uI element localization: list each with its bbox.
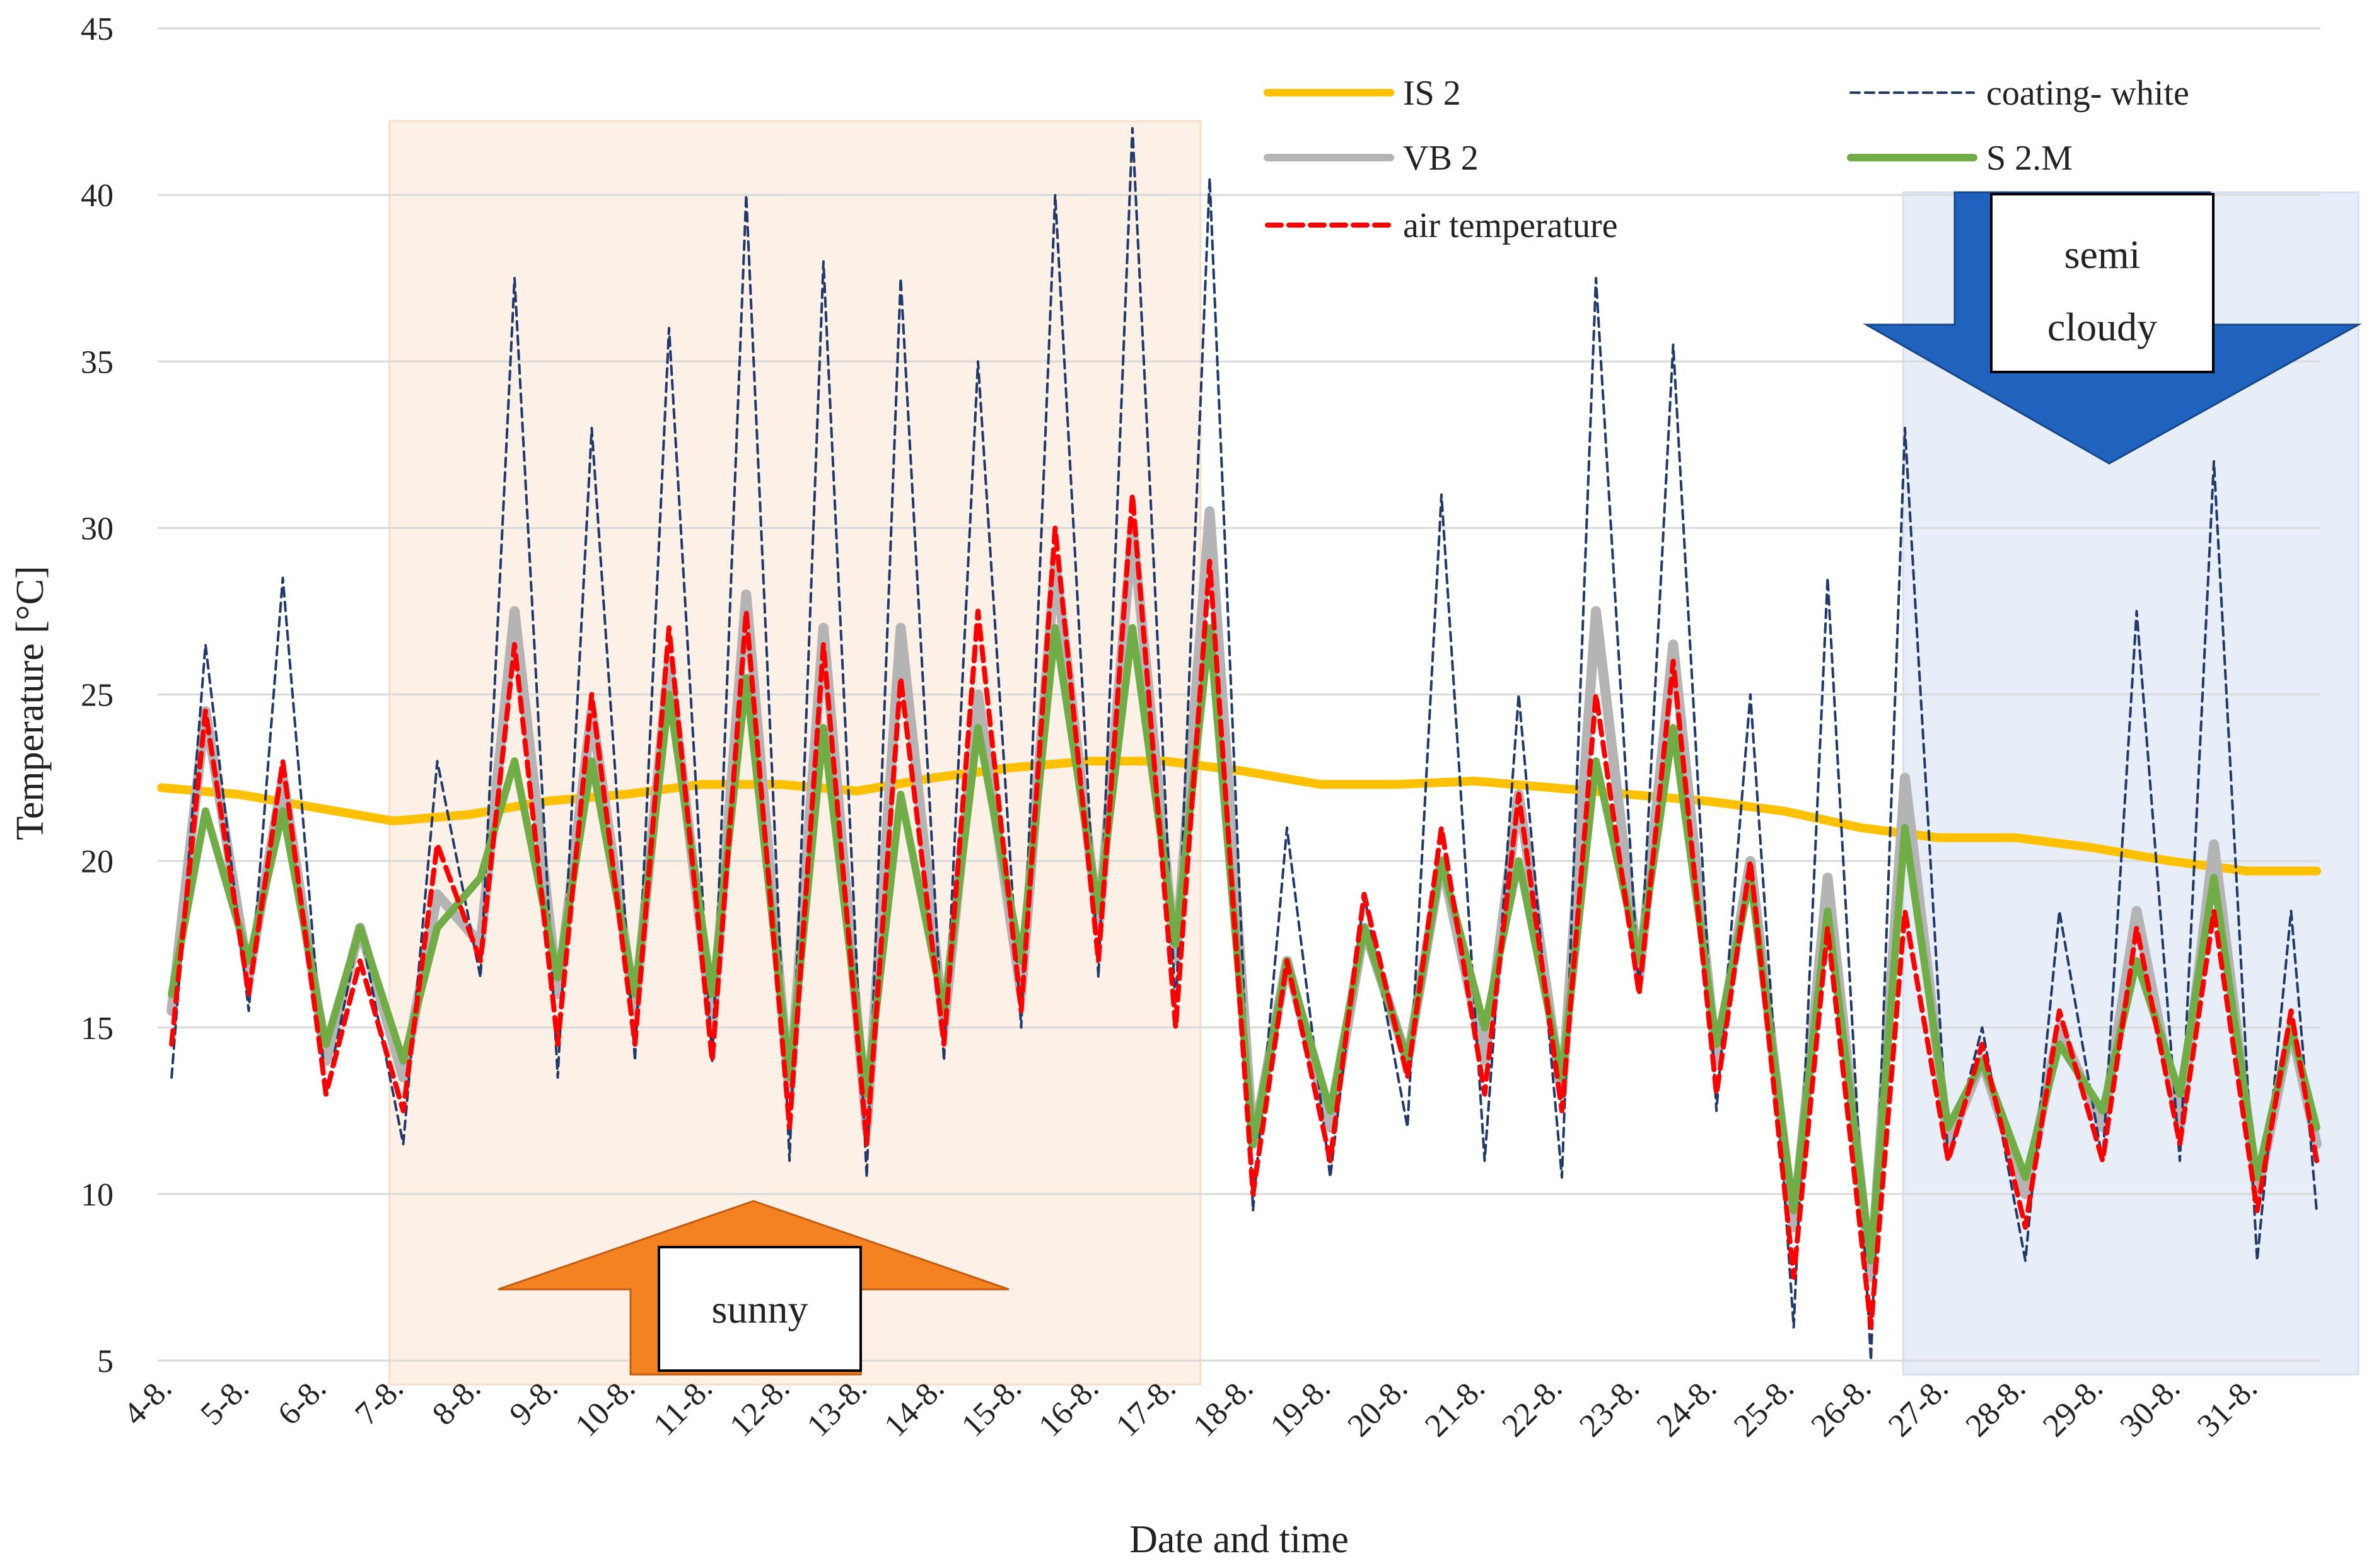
y-tick-label: 40 xyxy=(81,178,114,214)
x-tick-label: 20-8. xyxy=(1341,1370,1415,1444)
x-tick-label: 30-8. xyxy=(2114,1370,2187,1444)
sunny-label: sunny xyxy=(712,1287,808,1332)
series-lines xyxy=(157,127,2322,1362)
legend-label-is-2: IS 2 xyxy=(1403,74,1461,113)
x-tick-label: 4-8. xyxy=(117,1370,179,1432)
y-tick-label: 20 xyxy=(81,844,114,880)
legend-label-coating-white: coating- white xyxy=(1986,74,2189,113)
x-tick-label: 28-8. xyxy=(1959,1370,2033,1444)
y-axis-title: Temperature [°C] xyxy=(9,566,52,840)
y-tick-label: 35 xyxy=(81,344,114,380)
series-air-temperature xyxy=(169,492,2319,1330)
y-tick-label: 45 xyxy=(81,11,114,47)
semi-cloudy-label-box xyxy=(1990,193,2215,373)
x-tick-label: 19-8. xyxy=(1264,1370,1337,1444)
x-tick-label: 5-8. xyxy=(194,1370,256,1432)
legend-label-vb-2: VB 2 xyxy=(1403,139,1479,178)
legend: IS 2 VB 2 air temperature coating- white S 2… xyxy=(1264,74,2189,245)
x-tick-label: 31-8. xyxy=(2191,1370,2264,1444)
semi-cloudy-label-line2: cloudy xyxy=(2047,305,2157,349)
semi-cloudy-callout: semi cloudy xyxy=(1863,191,2362,465)
x-tick-label: 22-8. xyxy=(1496,1370,1569,1444)
y-tick-label: 25 xyxy=(81,678,114,714)
x-tick-label: 21-8. xyxy=(1418,1370,1492,1444)
sunny-callout: sunny xyxy=(498,1200,1010,1376)
y-tick-label: 5 xyxy=(97,1344,114,1379)
series-coating-white xyxy=(170,127,2318,1362)
x-tick-label: 25-8. xyxy=(1727,1370,1801,1444)
y-axis-ticks: 5 10 15 20 25 30 35 40 45 xyxy=(81,11,114,1379)
x-tick-label: 23-8. xyxy=(1573,1370,1646,1444)
semi-cloudy-label-line1: semi xyxy=(2064,232,2141,277)
legend-label-air-temperature: air temperature xyxy=(1403,206,1617,245)
y-tick-label: 10 xyxy=(81,1177,114,1213)
x-tick-label: 27-8. xyxy=(1882,1370,1955,1444)
x-tick-label: 26-8. xyxy=(1805,1370,1878,1444)
y-tick-label: 15 xyxy=(81,1011,114,1047)
x-tick-label: 24-8. xyxy=(1650,1370,1724,1444)
x-axis-title: Date and time xyxy=(1129,1518,1349,1561)
x-tick-label: 29-8. xyxy=(2036,1370,2110,1444)
sunny-label-box xyxy=(658,1246,862,1372)
x-tick-label: 6-8. xyxy=(271,1370,334,1432)
legend-label-s-2-m: S 2.M xyxy=(1986,139,2073,178)
y-tick-label: 30 xyxy=(81,511,114,547)
